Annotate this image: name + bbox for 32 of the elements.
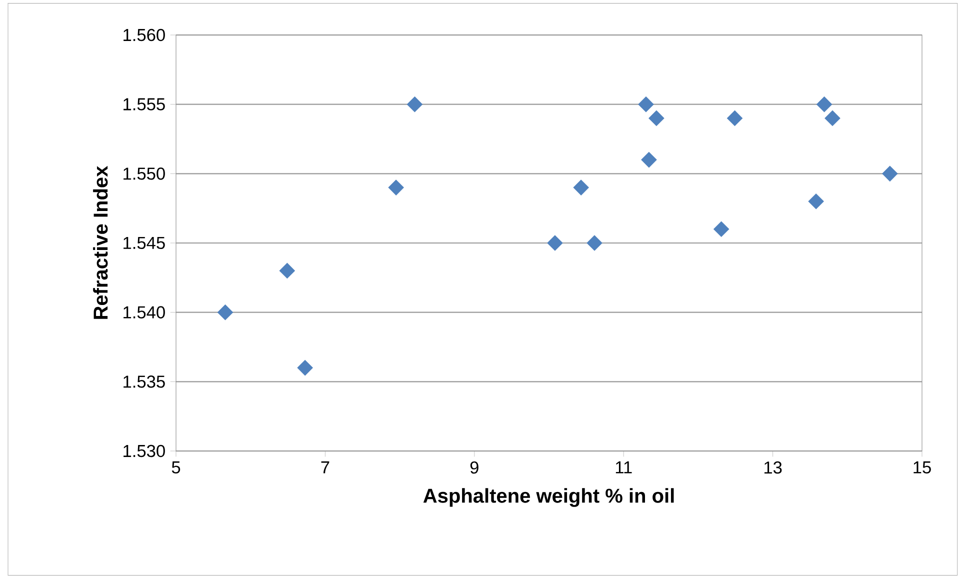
y-tick-label: 1.560 [124, 28, 165, 42]
point [279, 262, 295, 279]
point [573, 180, 589, 196]
point [586, 235, 602, 251]
y-axis-title: Refractive Index [93, 166, 108, 319]
point [638, 96, 654, 112]
point [648, 110, 664, 126]
y-tick-label: 1.530 [124, 444, 165, 458]
point [297, 360, 313, 376]
y-tick-label: 1.550 [124, 168, 165, 180]
x-tick-label: 5 [172, 461, 180, 474]
y-tick-label: 1.545 [124, 236, 165, 250]
point [641, 152, 657, 168]
point [217, 304, 234, 320]
x-tick-label: 11 [616, 461, 632, 474]
point [388, 180, 404, 196]
point [547, 235, 563, 251]
x-tick-label: 9 [470, 461, 478, 474]
x-tick-label: 7 [321, 461, 330, 474]
point [726, 110, 743, 126]
x-tick-label: 13 [764, 461, 782, 474]
point [406, 96, 423, 112]
y-tick-label: 1.540 [124, 306, 165, 318]
point [816, 96, 832, 112]
point [808, 194, 824, 210]
y-tick-label: 1.535 [124, 376, 165, 388]
point [824, 110, 840, 126]
x-axis-title: Asphaltene weight % in oil [423, 488, 674, 507]
y-tick-label: 1.555 [124, 98, 165, 110]
point [882, 166, 898, 182]
point [714, 221, 730, 237]
x-tick-label: 15 [914, 461, 931, 474]
